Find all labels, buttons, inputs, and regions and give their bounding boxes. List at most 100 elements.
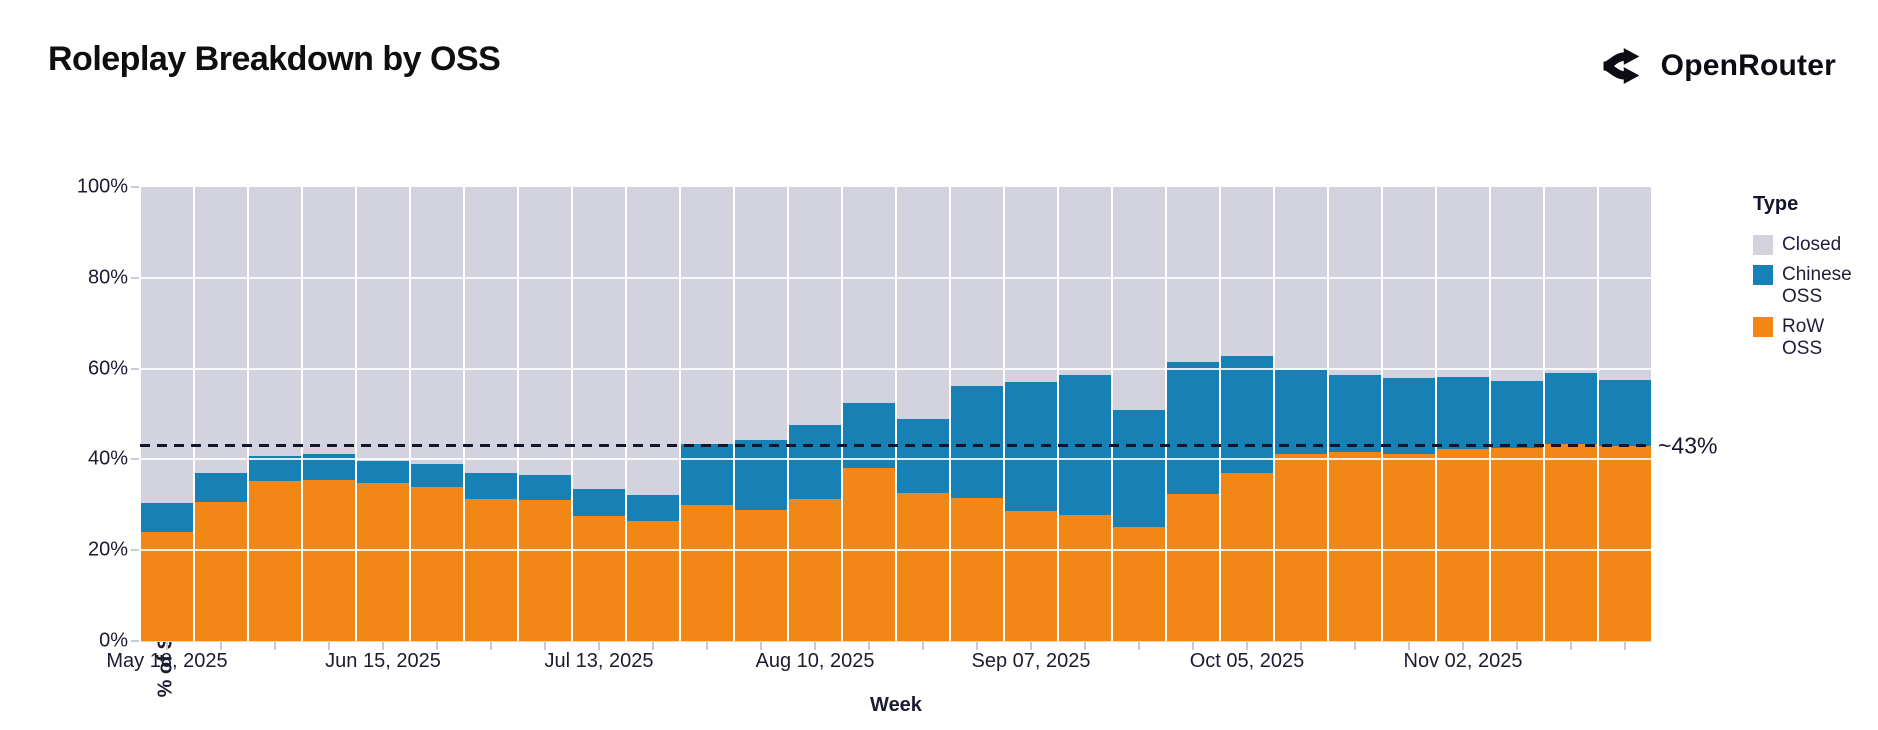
bar-segment-chinese-oss[interactable]	[735, 440, 787, 510]
bar-segment-chinese-oss[interactable]	[141, 502, 193, 533]
bar-segment-row-oss[interactable]	[951, 497, 1003, 641]
bar-segment-row-oss[interactable]	[735, 509, 787, 641]
bar-segment-row-oss[interactable]	[1221, 473, 1273, 641]
bar-segment-closed[interactable]	[249, 187, 301, 456]
bar-segment-row-oss[interactable]	[1275, 454, 1327, 641]
bar-segment-closed[interactable]	[1545, 187, 1597, 374]
bar-segment-row-oss[interactable]	[1437, 448, 1489, 641]
bar-Jul 13, 2025[interactable]	[573, 187, 625, 641]
bar-Oct 19, 2025[interactable]	[1329, 187, 1381, 641]
bar-Nov 09, 2025[interactable]	[1491, 187, 1543, 641]
bar-segment-closed[interactable]	[1491, 187, 1543, 381]
bar-segment-row-oss[interactable]	[1059, 515, 1111, 641]
bar-Oct 05, 2025[interactable]	[1221, 187, 1273, 641]
bar-segment-chinese-oss[interactable]	[1167, 362, 1219, 495]
bar-segment-chinese-oss[interactable]	[789, 425, 841, 499]
bar-segment-closed[interactable]	[141, 187, 193, 503]
bar-segment-row-oss[interactable]	[465, 499, 517, 641]
bar-May 25, 2025[interactable]	[195, 187, 247, 641]
bar-segment-chinese-oss[interactable]	[1275, 369, 1327, 455]
bar-segment-closed[interactable]	[951, 187, 1003, 387]
bar-segment-chinese-oss[interactable]	[681, 444, 733, 505]
bar-Aug 17, 2025[interactable]	[843, 187, 895, 641]
bar-Sep 28, 2025[interactable]	[1167, 187, 1219, 641]
bar-segment-closed[interactable]	[1275, 187, 1327, 370]
bar-segment-closed[interactable]	[681, 187, 733, 445]
bar-Jul 06, 2025[interactable]	[519, 187, 571, 641]
bar-segment-chinese-oss[interactable]	[897, 418, 949, 493]
bar-Oct 26, 2025[interactable]	[1383, 187, 1435, 641]
bar-segment-closed[interactable]	[1383, 187, 1435, 379]
bar-segment-chinese-oss[interactable]	[1329, 375, 1381, 452]
bar-Jun 15, 2025[interactable]	[357, 187, 409, 641]
bar-segment-row-oss[interactable]	[843, 468, 895, 641]
bar-segment-closed[interactable]	[1221, 187, 1273, 357]
bar-segment-closed[interactable]	[1437, 187, 1489, 378]
bar-segment-chinese-oss[interactable]	[1491, 380, 1543, 449]
bar-segment-chinese-oss[interactable]	[573, 488, 625, 516]
bar-segment-chinese-oss[interactable]	[303, 454, 355, 480]
bar-May 18, 2025[interactable]	[141, 187, 193, 641]
bar-segment-row-oss[interactable]	[573, 515, 625, 641]
bar-segment-row-oss[interactable]	[1491, 448, 1543, 641]
bar-segment-row-oss[interactable]	[141, 532, 193, 641]
legend-item-chinese-oss[interactable]: Chinese OSS	[1753, 264, 1873, 308]
bar-segment-closed[interactable]	[1113, 187, 1165, 410]
legend-item-row-oss[interactable]: RoW OSS	[1753, 316, 1873, 360]
bar-segment-closed[interactable]	[411, 187, 463, 465]
bar-segment-chinese-oss[interactable]	[411, 464, 463, 487]
bar-Aug 10, 2025[interactable]	[789, 187, 841, 641]
bar-segment-closed[interactable]	[465, 187, 517, 474]
bar-segment-row-oss[interactable]	[303, 479, 355, 641]
bar-segment-closed[interactable]	[789, 187, 841, 426]
bar-segment-chinese-oss[interactable]	[357, 460, 409, 484]
bar-segment-row-oss[interactable]	[519, 500, 571, 641]
bar-Aug 31, 2025[interactable]	[951, 187, 1003, 641]
bar-segment-row-oss[interactable]	[1329, 451, 1381, 641]
bar-Sep 07, 2025[interactable]	[1005, 187, 1057, 641]
bar-Jun 08, 2025[interactable]	[303, 187, 355, 641]
bar-segment-row-oss[interactable]	[1599, 446, 1651, 641]
bar-segment-chinese-oss[interactable]	[195, 473, 247, 502]
bar-segment-closed[interactable]	[1059, 187, 1111, 375]
bar-segment-chinese-oss[interactable]	[1599, 379, 1651, 447]
bar-segment-closed[interactable]	[1599, 187, 1651, 380]
bar-segment-chinese-oss[interactable]	[1221, 356, 1273, 474]
bar-segment-closed[interactable]	[195, 187, 247, 474]
bar-segment-closed[interactable]	[519, 187, 571, 475]
bar-segment-row-oss[interactable]	[897, 492, 949, 641]
bar-segment-row-oss[interactable]	[1383, 453, 1435, 641]
bar-segment-closed[interactable]	[573, 187, 625, 489]
bar-segment-row-oss[interactable]	[627, 520, 679, 641]
bar-segment-chinese-oss[interactable]	[465, 473, 517, 500]
bar-Jun 29, 2025[interactable]	[465, 187, 517, 641]
bar-Jul 20, 2025[interactable]	[627, 187, 679, 641]
bar-segment-row-oss[interactable]	[1545, 443, 1597, 641]
bar-Nov 02, 2025[interactable]	[1437, 187, 1489, 641]
bar-segment-row-oss[interactable]	[411, 486, 463, 641]
bar-segment-closed[interactable]	[357, 187, 409, 461]
bar-Jul 27, 2025[interactable]	[681, 187, 733, 641]
bar-Sep 14, 2025[interactable]	[1059, 187, 1111, 641]
bar-segment-closed[interactable]	[843, 187, 895, 404]
bar-segment-chinese-oss[interactable]	[1545, 373, 1597, 444]
bar-segment-row-oss[interactable]	[357, 483, 409, 641]
bar-segment-closed[interactable]	[897, 187, 949, 419]
bar-segment-row-oss[interactable]	[1005, 510, 1057, 641]
bar-segment-chinese-oss[interactable]	[627, 494, 679, 521]
bar-Aug 24, 2025[interactable]	[897, 187, 949, 641]
bar-segment-chinese-oss[interactable]	[519, 474, 571, 501]
bar-segment-row-oss[interactable]	[1113, 526, 1165, 641]
bar-segment-row-oss[interactable]	[789, 498, 841, 641]
bar-Jun 22, 2025[interactable]	[411, 187, 463, 641]
bar-segment-row-oss[interactable]	[681, 504, 733, 641]
bar-Aug 03, 2025[interactable]	[735, 187, 787, 641]
bar-segment-closed[interactable]	[627, 187, 679, 495]
bar-Nov 16, 2025[interactable]	[1545, 187, 1597, 641]
bar-segment-closed[interactable]	[303, 187, 355, 455]
bar-Sep 21, 2025[interactable]	[1113, 187, 1165, 641]
bar-segment-chinese-oss[interactable]	[843, 403, 895, 469]
bar-segment-row-oss[interactable]	[249, 480, 301, 641]
bar-segment-row-oss[interactable]	[195, 501, 247, 641]
bar-segment-chinese-oss[interactable]	[1383, 378, 1435, 454]
